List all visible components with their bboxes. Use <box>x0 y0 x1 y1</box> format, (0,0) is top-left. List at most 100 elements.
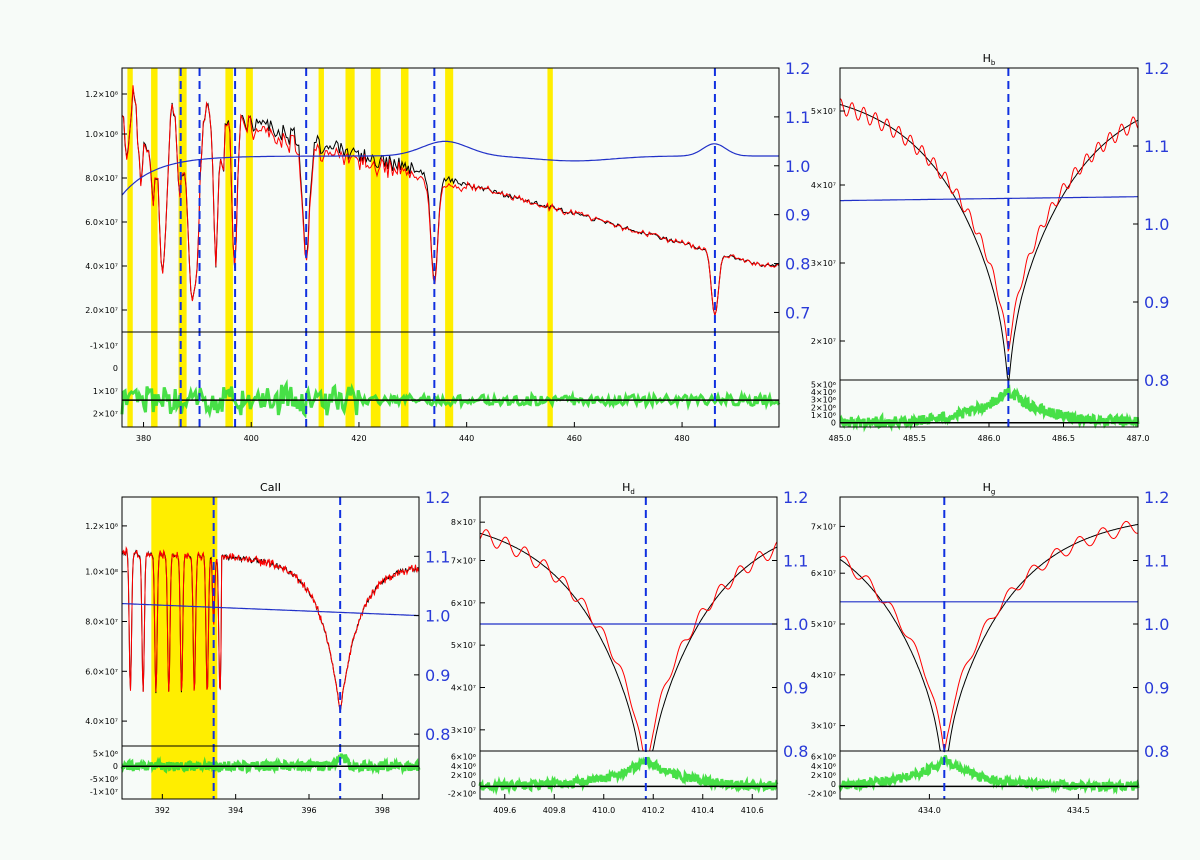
highlight-band <box>318 68 324 427</box>
residual-tick-label: 6×10⁶ <box>811 753 836 762</box>
right-tick-label: 1.1 <box>783 552 808 571</box>
x-tick-label: 434.5 <box>1067 806 1090 815</box>
panel-title: Hd <box>622 481 635 496</box>
y-tick-label: 6.0×10⁷ <box>85 218 118 227</box>
residual-tick-label: -2×10⁶ <box>808 789 836 798</box>
series-ratio <box>840 196 1138 202</box>
series-residual <box>839 384 1140 433</box>
panel-caii: 392 394 396 398 4.0×10⁷ 6.0×10⁷ 8.0×10⁷ 1.0×10⁸… <box>85 481 450 815</box>
right-tick-label: 1.0 <box>783 615 808 634</box>
x-tick-label: 392 <box>155 806 170 815</box>
x-tick-label: 394 <box>228 806 243 815</box>
y-tick-label: 8.0×10⁷ <box>85 618 118 627</box>
residual-tick-label: 2×10⁶ <box>811 771 836 780</box>
residual-tick-label: 2×10⁷ <box>93 409 118 418</box>
y-tick-label: 1.0×10⁸ <box>85 568 118 577</box>
plot-frame <box>121 496 420 800</box>
series-residual <box>120 753 421 776</box>
right-tick-label: 1.1 <box>1144 552 1169 571</box>
residual-tick-label: 4×10⁶ <box>451 762 476 771</box>
right-tick-label: 0.8 <box>783 742 808 761</box>
right-tick-label: 1.2 <box>425 488 450 507</box>
plot-frame <box>839 67 1139 428</box>
title-main: H <box>983 52 991 65</box>
series-model <box>839 520 1139 753</box>
highlight-band <box>151 68 158 427</box>
right-tick-label: 1.2 <box>1144 488 1169 507</box>
y-tick-label: 7×10⁷ <box>451 557 476 566</box>
residual-tick-label: 2×10⁶ <box>451 771 476 780</box>
right-tick-label: 1.0 <box>1144 615 1169 634</box>
series-residual <box>838 755 1140 795</box>
y-tick-label: 8×10⁷ <box>451 518 476 527</box>
right-tick-label: 1.0 <box>425 607 450 626</box>
residual-tick-label: 1×10⁷ <box>93 387 118 396</box>
right-tick-label: 1.1 <box>425 547 450 566</box>
y-tick-label: 4×10⁷ <box>811 181 836 190</box>
right-tick-label: 0.8 <box>1144 742 1169 761</box>
y-tick-label: 2.0×10⁷ <box>85 306 118 315</box>
x-tick-label: 434.0 <box>918 806 941 815</box>
x-tick-label: 420 <box>351 434 366 443</box>
highlight-band <box>547 68 553 427</box>
y-tick-label: 4.0×10⁷ <box>85 717 118 726</box>
series-observed <box>479 532 778 752</box>
highlight-band <box>178 68 187 427</box>
panel-hd: 409.6 409.8 410.0 410.2 410.4 410.6 3×10⁷ 4×10⁷… <box>448 481 809 815</box>
right-tick-label: 0.9 <box>785 206 810 225</box>
x-tick-label: 487.0 <box>1127 434 1150 443</box>
y-tick-label: 1.2×10⁸ <box>85 522 118 531</box>
y-tick-label: 2×10⁷ <box>811 337 836 346</box>
panel-title: CaII <box>260 481 281 494</box>
highlight-band <box>151 497 218 799</box>
y-tick-label: 8.0×10⁷ <box>85 174 118 183</box>
x-tick-label: 396 <box>301 806 316 815</box>
plot-frame <box>479 496 778 800</box>
x-tick-label: 440 <box>459 434 474 443</box>
right-tick-label: 1.2 <box>1144 59 1169 78</box>
title-subscript: d <box>630 488 634 496</box>
right-tick-label: 0.8 <box>785 255 810 274</box>
right-tick-label: 1.0 <box>1144 215 1169 234</box>
panel-hb: 485.0 485.5 486.0 486.5 487.0 2×10⁷ 3×10⁷ 4×10⁷… <box>811 52 1170 443</box>
y-tick-label: 6×10⁷ <box>451 599 476 608</box>
title-main: H <box>983 481 991 494</box>
x-tick-label: 410.6 <box>741 806 764 815</box>
y-tick-label: 3×10⁷ <box>811 722 836 731</box>
right-tick-label: 1.2 <box>783 488 808 507</box>
right-tick-label: 1.2 <box>785 59 810 78</box>
x-tick-label: 486.0 <box>978 434 1001 443</box>
highlight-band <box>370 68 381 427</box>
series-residual <box>120 379 781 419</box>
x-tick-label: 410.4 <box>691 806 714 815</box>
series-ratio <box>122 602 420 617</box>
y-tick-label: 3×10⁷ <box>811 259 836 268</box>
highlight-band <box>225 68 233 427</box>
series-model <box>479 529 778 752</box>
plot-frame <box>121 67 780 428</box>
residual-tick-label: 0 <box>471 780 476 789</box>
residual-tick-label: 0 <box>113 762 118 771</box>
x-tick-label: 480 <box>674 434 689 443</box>
right-tick-label: 0.9 <box>425 666 450 685</box>
x-tick-label: 485.5 <box>903 434 926 443</box>
series-observed <box>839 104 1139 381</box>
right-tick-label: 0.7 <box>785 303 810 322</box>
series-model <box>839 98 1139 353</box>
series-observed <box>839 523 1139 752</box>
y-tick-label: 4×10⁷ <box>451 684 476 693</box>
x-tick-label: 486.5 <box>1052 434 1075 443</box>
y-tick-label: 4×10⁷ <box>811 671 836 680</box>
residual-tick-label: 1×10⁶ <box>811 411 836 420</box>
highlight-band <box>127 68 133 427</box>
highlight-band <box>245 68 253 427</box>
y-tick-label: 4.0×10⁷ <box>85 262 118 271</box>
residual-tick-label: 6×10⁶ <box>451 753 476 762</box>
x-tick-label: 460 <box>567 434 582 443</box>
x-tick-label: 410.2 <box>642 806 665 815</box>
series-model <box>121 546 420 711</box>
right-tick-label: 1.1 <box>1144 137 1169 156</box>
panel-title: Hg <box>983 481 996 496</box>
y-tick-label: 1.2×10⁸ <box>85 90 118 99</box>
y-tick-label: 5×10⁷ <box>451 641 476 650</box>
